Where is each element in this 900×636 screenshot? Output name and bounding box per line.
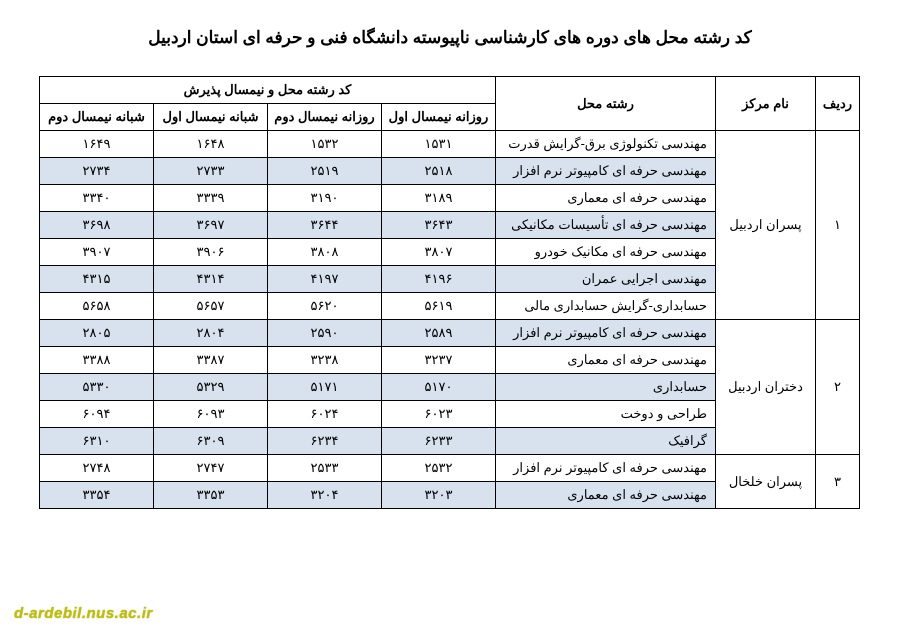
cell-code: ۳۶۴۴ [268, 212, 382, 239]
cell-code: ۳۳۳۹ [154, 185, 268, 212]
cell-code: ۵۶۲۰ [268, 293, 382, 320]
cell-code: ۶۳۱۰ [39, 428, 153, 455]
cell-code: ۳۱۸۹ [382, 185, 496, 212]
cell-code: ۴۱۹۷ [268, 266, 382, 293]
cell-code: ۲۷۳۳ [154, 158, 268, 185]
cell-major: مهندسی حرفه ای کامپیوتر نرم افزار [496, 158, 716, 185]
cell-code: ۳۳۵۴ [39, 482, 153, 509]
cell-major: مهندسی اجرایی عمران [496, 266, 716, 293]
cell-code: ۶۰۲۳ [382, 401, 496, 428]
header-day1: روزانه نیمسال اول [382, 104, 496, 131]
cell-major: مهندسی حرفه ای معماری [496, 482, 716, 509]
header-night1: شبانه نیمسال اول [154, 104, 268, 131]
cell-radif: ۱ [816, 131, 860, 320]
header-night2: شبانه نیمسال دوم [39, 104, 153, 131]
cell-code: ۱۵۳۲ [268, 131, 382, 158]
cell-code: ۴۱۹۶ [382, 266, 496, 293]
cell-code: ۲۷۳۴ [39, 158, 153, 185]
cell-major: حسابداری [496, 374, 716, 401]
cell-major: گرافیک [496, 428, 716, 455]
cell-code: ۳۶۴۳ [382, 212, 496, 239]
cell-code: ۳۲۳۸ [268, 347, 382, 374]
header-day2: روزانه نیمسال دوم [268, 104, 382, 131]
cell-code: ۲۵۸۹ [382, 320, 496, 347]
header-center: نام مرکز [716, 77, 816, 131]
table-head: ردیف نام مرکز رشته محل کد رشته محل و نیم… [39, 77, 859, 131]
watermark: d-ardebil.nus.ac.ir [14, 605, 153, 622]
cell-code: ۶۲۳۴ [268, 428, 382, 455]
page-title: کد رشته محل های دوره های کارشناسی ناپیوس… [40, 28, 860, 48]
cell-code: ۲۵۱۸ [382, 158, 496, 185]
cell-major: مهندسی حرفه ای معماری [496, 185, 716, 212]
cell-code: ۱۶۴۹ [39, 131, 153, 158]
cell-radif: ۲ [816, 320, 860, 455]
cell-major: مهندسی حرفه ای کامپیوتر نرم افزار [496, 455, 716, 482]
cell-code: ۵۱۷۰ [382, 374, 496, 401]
cell-code: ۵۳۲۹ [154, 374, 268, 401]
cell-center: پسران خلخال [716, 455, 816, 509]
cell-code: ۳۸۰۷ [382, 239, 496, 266]
cell-code: ۳۳۵۳ [154, 482, 268, 509]
cell-code: ۲۸۰۵ [39, 320, 153, 347]
cell-code: ۳۱۹۰ [268, 185, 382, 212]
cell-major: مهندسی حرفه ای مکانیک خودرو [496, 239, 716, 266]
cell-code: ۵۶۱۹ [382, 293, 496, 320]
cell-code: ۳۸۰۸ [268, 239, 382, 266]
cell-code: ۳۹۰۶ [154, 239, 268, 266]
cell-major: مهندسی حرفه ای کامپیوتر نرم افزار [496, 320, 716, 347]
cell-code: ۳۳۴۰ [39, 185, 153, 212]
cell-code: ۶۰۲۴ [268, 401, 382, 428]
cell-center: دختران اردبیل [716, 320, 816, 455]
cell-code: ۶۳۰۹ [154, 428, 268, 455]
cell-code: ۲۵۳۳ [268, 455, 382, 482]
table-row: ۱پسران اردبیلمهندسی تکنولوژی برق-گرایش ق… [39, 131, 859, 158]
cell-code: ۱۶۴۸ [154, 131, 268, 158]
header-major: رشته محل [496, 77, 716, 131]
cell-code: ۵۱۷۱ [268, 374, 382, 401]
cell-code: ۲۷۴۷ [154, 455, 268, 482]
cell-code: ۲۵۱۹ [268, 158, 382, 185]
cell-code: ۴۳۱۴ [154, 266, 268, 293]
cell-code: ۳۲۳۷ [382, 347, 496, 374]
cell-code: ۲۷۴۸ [39, 455, 153, 482]
cell-code: ۴۳۱۵ [39, 266, 153, 293]
cell-code: ۲۸۰۴ [154, 320, 268, 347]
cell-major: مهندسی حرفه ای تأسیسات مکانیکی [496, 212, 716, 239]
cell-code: ۳۳۸۸ [39, 347, 153, 374]
cell-major: مهندسی تکنولوژی برق-گرایش قدرت [496, 131, 716, 158]
cell-code: ۳۹۰۷ [39, 239, 153, 266]
table-row: ۲دختران اردبیلمهندسی حرفه ای کامپیوتر نر… [39, 320, 859, 347]
cell-code: ۶۲۳۳ [382, 428, 496, 455]
cell-code: ۳۲۰۴ [268, 482, 382, 509]
cell-code: ۲۵۳۲ [382, 455, 496, 482]
cell-code: ۵۳۳۰ [39, 374, 153, 401]
cell-major: طراحی و دوخت [496, 401, 716, 428]
cell-code: ۶۰۹۴ [39, 401, 153, 428]
cell-code: ۵۶۵۷ [154, 293, 268, 320]
cell-code: ۳۲۰۳ [382, 482, 496, 509]
cell-code: ۳۶۹۷ [154, 212, 268, 239]
cell-code: ۱۵۳۱ [382, 131, 496, 158]
cell-code: ۵۶۵۸ [39, 293, 153, 320]
cell-center: پسران اردبیل [716, 131, 816, 320]
cell-code: ۲۵۹۰ [268, 320, 382, 347]
cell-code: ۳۳۸۷ [154, 347, 268, 374]
table-row: ۳پسران خلخالمهندسی حرفه ای کامپیوتر نرم … [39, 455, 859, 482]
cell-code: ۶۰۹۳ [154, 401, 268, 428]
header-radif: ردیف [816, 77, 860, 131]
header-code-group: کد رشته محل و نیمسال پذیرش [39, 77, 495, 104]
cell-code: ۳۶۹۸ [39, 212, 153, 239]
data-table: ردیف نام مرکز رشته محل کد رشته محل و نیم… [39, 76, 860, 509]
cell-major: مهندسی حرفه ای معماری [496, 347, 716, 374]
cell-radif: ۳ [816, 455, 860, 509]
table-body: ۱پسران اردبیلمهندسی تکنولوژی برق-گرایش ق… [39, 131, 859, 509]
cell-major: حسابداری-گرایش حسابداری مالی [496, 293, 716, 320]
